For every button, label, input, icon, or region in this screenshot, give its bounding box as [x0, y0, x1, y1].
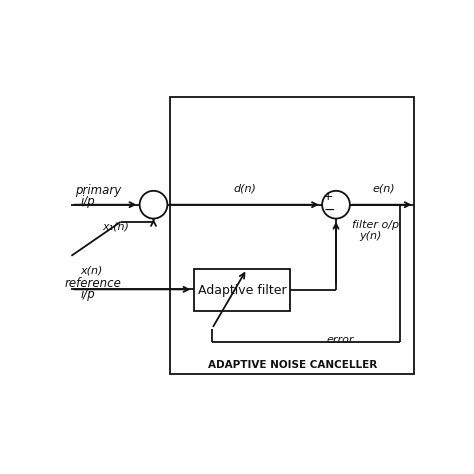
Circle shape [322, 191, 350, 219]
Text: y(n): y(n) [360, 231, 382, 241]
Bar [170, 97, 414, 374]
Text: primary: primary [75, 183, 121, 197]
Text: Adaptive filter: Adaptive filter [198, 284, 286, 297]
Circle shape [140, 191, 167, 219]
Text: i/p: i/p [81, 194, 95, 208]
Text: d(n): d(n) [233, 184, 256, 194]
Text: error: error [327, 335, 355, 345]
Text: reference: reference [64, 277, 121, 291]
Text: i/p: i/p [81, 288, 95, 301]
Text: x₁(n): x₁(n) [102, 222, 129, 232]
Text: e(n): e(n) [372, 184, 395, 194]
Text: x(n): x(n) [81, 265, 103, 275]
Text: +: + [323, 190, 333, 203]
Bar [194, 269, 291, 310]
Text: filter o/p: filter o/p [352, 220, 400, 230]
Text: −: − [324, 202, 335, 217]
Text: ADAPTIVE NOISE CANCELLER: ADAPTIVE NOISE CANCELLER [208, 360, 377, 370]
